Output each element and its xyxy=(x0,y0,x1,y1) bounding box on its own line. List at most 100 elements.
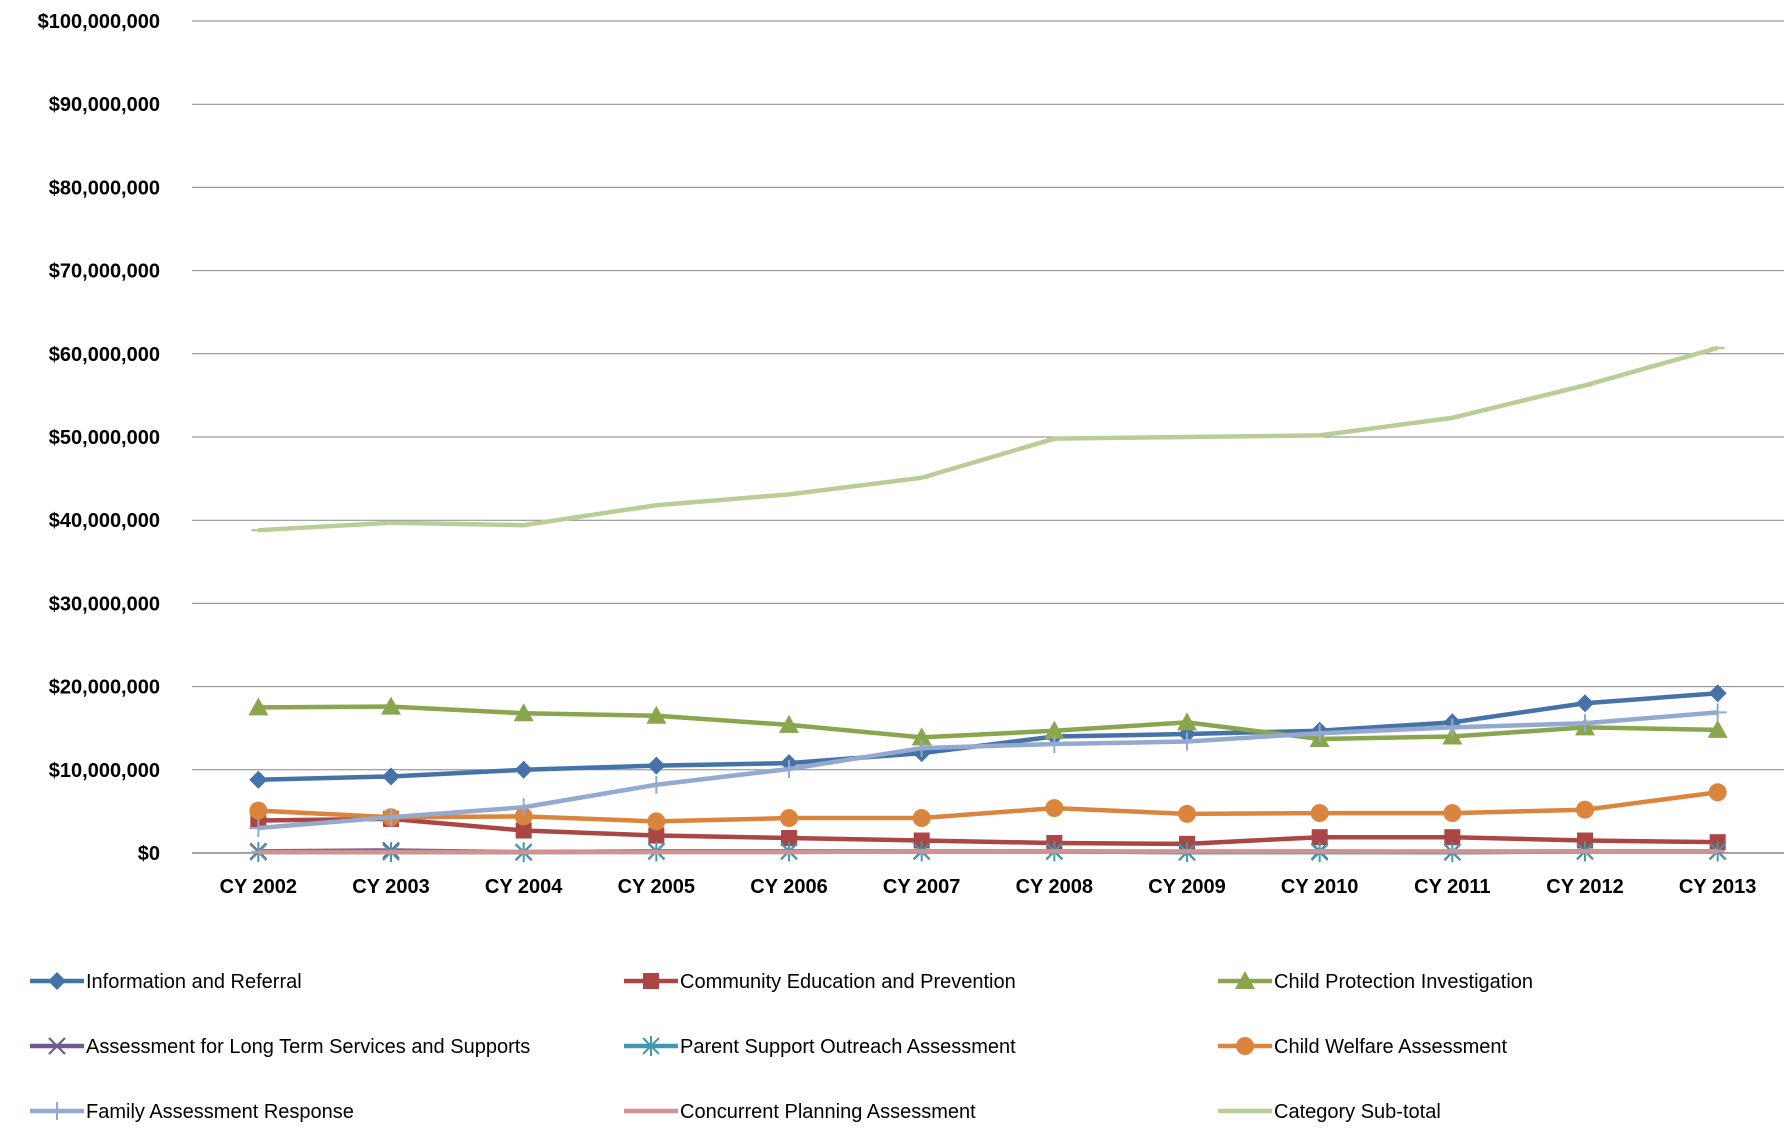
y-tick-label: $70,000,000 xyxy=(49,261,160,283)
data-point xyxy=(1707,719,1728,738)
x-tick-label: CY 2003 xyxy=(352,876,429,898)
legend-marker xyxy=(48,1102,66,1120)
data-point xyxy=(1178,732,1196,751)
data-point xyxy=(1045,799,1064,818)
x-tick-label: CY 2012 xyxy=(1546,876,1623,898)
legend-marker xyxy=(1235,971,1255,989)
data-point xyxy=(1576,714,1594,733)
data-point xyxy=(780,809,798,828)
data-point xyxy=(912,809,931,828)
data-point xyxy=(1443,718,1462,737)
data-point xyxy=(780,759,798,778)
legend-item-category-sub-total: Category Sub-total xyxy=(1218,1101,1441,1123)
legend-label: Parent Support Outreach Assessment xyxy=(680,1036,1016,1058)
legend-label: Category Sub-total xyxy=(1274,1101,1441,1123)
y-tick-label: $30,000,000 xyxy=(49,593,160,615)
series-lines xyxy=(248,345,1728,863)
data-point xyxy=(249,819,268,838)
gridlines xyxy=(192,20,1784,854)
data-point xyxy=(1311,829,1328,846)
y-tick-label: $80,000,000 xyxy=(49,177,160,199)
series-line xyxy=(258,704,1718,742)
series-information-and-referral xyxy=(249,684,1727,789)
x-tick-label: CY 2013 xyxy=(1679,876,1756,898)
x-axis: CY 2002 CY 2003 CY 2004 CY 2005 CY 2006 CY 20… xyxy=(220,876,1757,898)
data-point xyxy=(1577,832,1593,849)
data-point xyxy=(911,727,932,746)
x-tick-label: CY 2008 xyxy=(1016,876,1093,898)
x-tick-label: CY 2011 xyxy=(1414,876,1490,898)
data-point xyxy=(1178,804,1196,823)
legend: Information and Referral Community Educat… xyxy=(30,971,1533,1123)
data-point xyxy=(647,756,666,775)
legend-marker xyxy=(48,972,66,990)
data-point xyxy=(647,812,666,831)
series-child-protection-investigation xyxy=(248,696,1728,748)
series-child-welfare-assessment xyxy=(249,783,1727,831)
legend-marker xyxy=(643,973,659,989)
data-point xyxy=(1044,720,1065,739)
legend-item-parent-support-outreach-assessment: Parent Support Outreach Assessment xyxy=(624,1036,1016,1058)
legend-item-information-and-referral: Information and Referral xyxy=(30,971,302,993)
x-tick-label: CY 2002 xyxy=(220,876,297,898)
data-point xyxy=(381,696,401,715)
y-tick-label: $50,000,000 xyxy=(49,427,160,449)
x-tick-label: CY 2005 xyxy=(618,876,695,898)
y-tick-label: $100,000,000 xyxy=(38,11,160,33)
legend-item-child-welfare-assessment: Child Welfare Assessment xyxy=(1218,1036,1508,1058)
legend-item-concurrent-planning-assessment: Concurrent Planning Assessment xyxy=(624,1101,976,1123)
legend-item-community-education-and-prevention: Community Education and Prevention xyxy=(624,971,1016,993)
legend-item-assessment-for-long-term-services-and-supports: Assessment for Long Term Services and Su… xyxy=(30,1036,530,1058)
data-point xyxy=(515,822,532,839)
x-tick-label: CY 2009 xyxy=(1148,876,1225,898)
legend-marker xyxy=(48,1037,66,1055)
data-point xyxy=(513,703,534,722)
data-point xyxy=(249,770,268,789)
data-point xyxy=(1576,800,1594,819)
legend-label: Assessment for Long Term Services and Su… xyxy=(86,1036,530,1058)
legend-label: Child Protection Investigation xyxy=(1274,971,1533,993)
y-tick-label: $10,000,000 xyxy=(49,760,160,782)
data-point xyxy=(1443,804,1462,823)
x-tick-label: CY 2004 xyxy=(485,876,563,898)
legend-label: Child Welfare Assessment xyxy=(1274,1036,1508,1058)
series-line xyxy=(258,816,1718,847)
legend-marker xyxy=(1236,1037,1254,1055)
data-point xyxy=(514,760,533,779)
data-point xyxy=(248,697,269,716)
data-point xyxy=(646,705,667,724)
data-point xyxy=(1310,724,1329,743)
x-tick-label: CY 2006 xyxy=(750,876,827,898)
series-line xyxy=(258,691,1718,783)
data-point xyxy=(514,798,533,817)
series-family-assessment-response xyxy=(249,703,1727,838)
data-point xyxy=(912,739,931,758)
data-point xyxy=(1708,703,1727,722)
series-concurrent-planning-assessment xyxy=(251,849,1725,855)
y-axis: $0 $10,000,000 $20,000,000 $30,000,000 $40,0… xyxy=(38,11,160,865)
data-point xyxy=(1177,712,1197,731)
data-point xyxy=(382,808,400,827)
legend-marker xyxy=(642,1036,660,1056)
data-point xyxy=(781,830,797,847)
legend-label: Information and Referral xyxy=(86,971,302,993)
y-tick-label: $90,000,000 xyxy=(49,94,160,116)
legend-item-child-protection-investigation: Child Protection Investigation xyxy=(1218,971,1533,993)
data-point xyxy=(249,801,268,820)
series-line xyxy=(258,345,1719,533)
series-line xyxy=(258,710,1718,831)
legend-label: Community Education and Prevention xyxy=(680,971,1016,993)
legend-label: Family Assessment Response xyxy=(86,1101,354,1123)
x-tick-label: CY 2007 xyxy=(883,876,960,898)
data-point xyxy=(382,767,400,786)
data-point xyxy=(1708,684,1727,703)
data-point xyxy=(1310,804,1329,823)
data-point xyxy=(1708,783,1727,802)
data-point xyxy=(1045,735,1064,754)
data-point xyxy=(913,832,930,849)
series-category-sub-total xyxy=(251,345,1725,533)
y-tick-label: $40,000,000 xyxy=(49,510,160,532)
legend-label: Concurrent Planning Assessment xyxy=(680,1101,976,1123)
